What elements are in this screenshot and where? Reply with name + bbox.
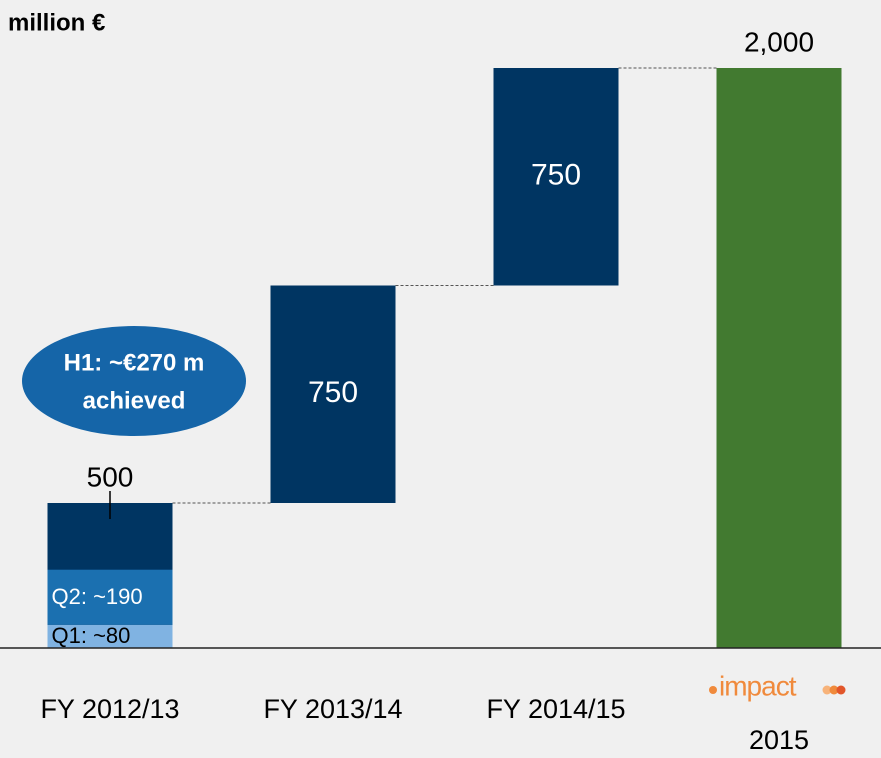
- annotation-text: achieved: [83, 387, 186, 414]
- logo-dot: [822, 685, 832, 695]
- breakdown-label: Q2: ~190: [52, 584, 143, 609]
- logo-dot: [836, 685, 846, 695]
- x-tick-label: FY 2013/14: [263, 694, 402, 724]
- breakdown-segment: [47, 569, 173, 625]
- bar: [716, 68, 842, 648]
- bar: [493, 68, 619, 286]
- logo-text: impact: [719, 670, 797, 701]
- x-tick-label: 2015: [749, 725, 809, 755]
- value-label: 750: [308, 376, 358, 409]
- x-tick-label: FY 2012/13: [40, 694, 179, 724]
- breakdown-segment: [47, 624, 173, 648]
- bar: [270, 285, 396, 503]
- annotation-bubble: [22, 326, 246, 436]
- value-label: 500: [87, 461, 134, 492]
- value-label: 750: [531, 159, 581, 192]
- value-label: 2,000: [744, 26, 814, 57]
- x-tick-label: FY 2014/15: [486, 694, 625, 724]
- logo-dot: [709, 686, 717, 694]
- annotation-text: H1: ~€270 m: [64, 349, 205, 376]
- breakdown-label: Q1: ~80: [52, 623, 131, 648]
- unit-label: million €: [8, 9, 105, 36]
- logo-dot: [829, 685, 839, 695]
